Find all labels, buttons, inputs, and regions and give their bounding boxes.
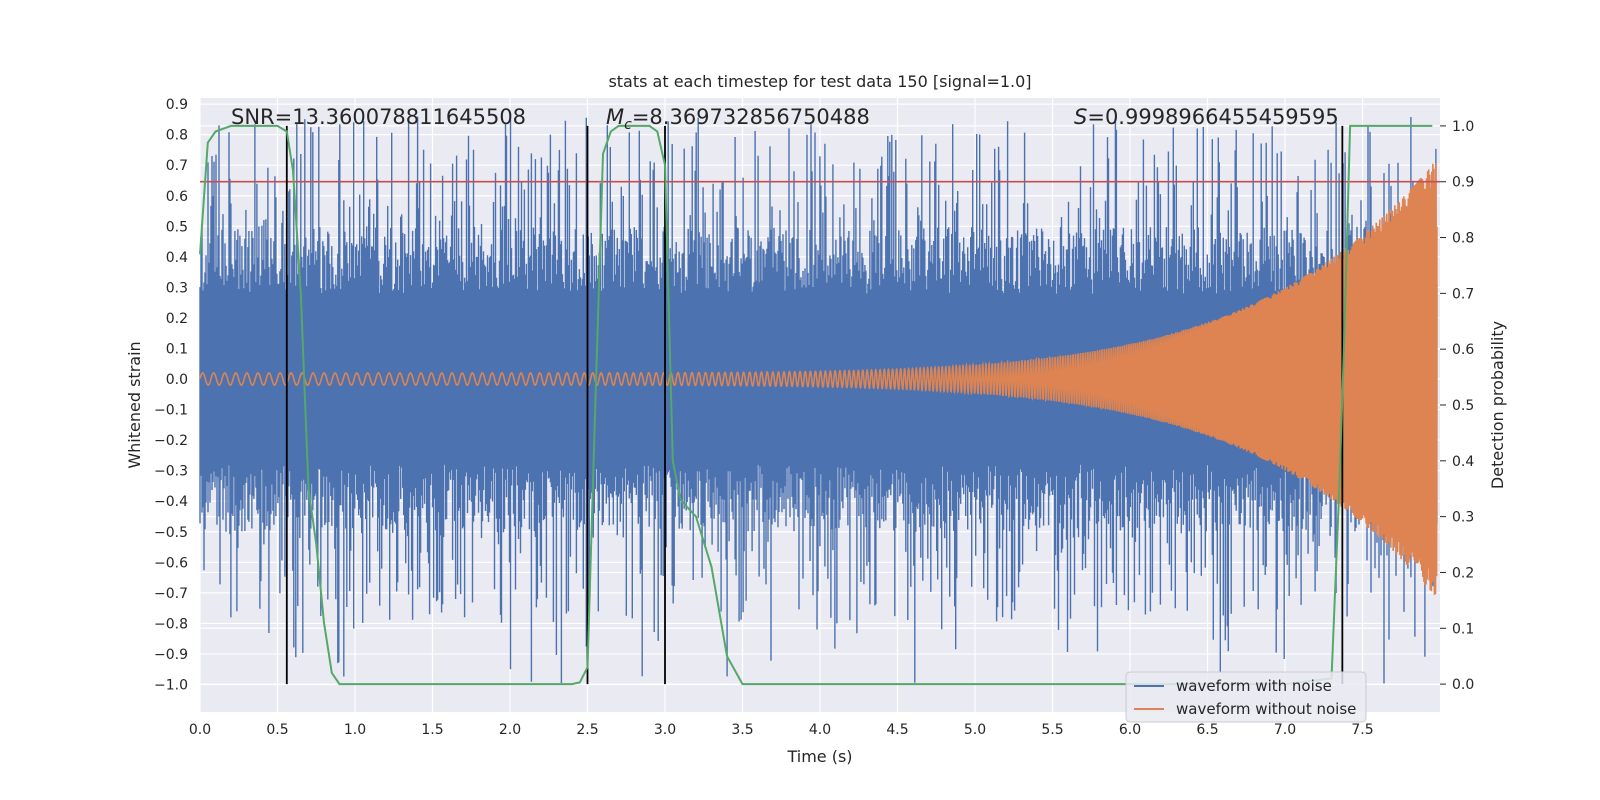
y2-tick-label: 0.9	[1452, 175, 1474, 191]
line-detection-probability	[199, 124, 1433, 686]
x-tick-label: 5.0	[964, 722, 986, 738]
y-tick-label: −0.9	[154, 647, 188, 663]
axis-ticks: 0.0 0.5 1.0 1.5 2.0 2.5 3.0 3.5 4.0 4.5 5.0 5.5 6.0 6…	[154, 97, 1474, 738]
y2-tick-label: 0.7	[1452, 286, 1474, 302]
x-tick-label: 2.5	[576, 722, 598, 738]
y-tick-label: 0.9	[166, 97, 188, 113]
x-tick-label: 4.5	[886, 722, 908, 738]
y2-tick-label: 1.0	[1452, 119, 1474, 135]
x-tick-label: 0.5	[266, 722, 288, 738]
annotation-score-value: =0.9998966455459595	[1087, 105, 1338, 129]
y-tick-label: 0.2	[166, 311, 188, 327]
y2-axis-label: Detection probability	[1488, 321, 1507, 489]
y-tick-label: 0.8	[166, 128, 188, 144]
x-tick-label: 3.5	[731, 722, 753, 738]
y-tick-label: 0.7	[166, 158, 188, 174]
annotation-chirp-mass-subscript: c	[624, 117, 632, 133]
y-tick-label: 0.6	[166, 189, 188, 205]
y-tick-label: −0.4	[154, 494, 188, 510]
legend-label-waveform-with-noise: waveform with noise	[1176, 677, 1332, 695]
y2-tick-label: 0.6	[1452, 342, 1474, 358]
legend-box	[1125, 671, 1367, 723]
series-waveform-without-noise	[199, 162, 1438, 595]
series-detection-probability	[199, 124, 1433, 686]
x-tick-label: 0.0	[189, 722, 211, 738]
x-tick-label: 1.5	[421, 722, 443, 738]
y-tick-label: 0.5	[166, 219, 188, 235]
annotation-snr: SNR=13.360078811645508	[231, 105, 526, 129]
annotation-chirp-mass-symbol: M	[606, 105, 624, 129]
annotation-chirp-mass-value: =8.369732856750488	[632, 105, 870, 129]
y-tick-label: 0.0	[166, 372, 188, 388]
x-tick-label: 4.0	[809, 722, 831, 738]
y-tick-label: 0.4	[166, 250, 188, 266]
chart-title: stats at each timestep for test data 150…	[608, 72, 1031, 91]
y2-tick-label: 0.1	[1452, 621, 1474, 637]
x-tick-label: 7.5	[1351, 722, 1373, 738]
y-tick-label: −0.6	[154, 555, 188, 571]
y-tick-label: −0.3	[154, 464, 188, 480]
y2-tick-label: 0.0	[1452, 677, 1474, 693]
x-tick-label: 6.5	[1196, 722, 1218, 738]
y-tick-label: −1.0	[154, 678, 188, 694]
y-tick-label: 0.3	[166, 280, 188, 296]
annotation-score: S=0.9998966455459595	[1074, 105, 1339, 129]
x-tick-label: 2.0	[499, 722, 521, 738]
x-tick-label: 7.0	[1274, 722, 1296, 738]
y-tick-label: −0.7	[154, 586, 188, 602]
y2-tick-label: 0.8	[1452, 231, 1474, 247]
x-tick-label: 5.5	[1041, 722, 1063, 738]
x-axis-label: Time (s)	[786, 747, 852, 766]
legend: waveform with noise waveform without noi…	[1125, 671, 1367, 723]
y-tick-label: −0.2	[154, 433, 188, 449]
y2-tick-label: 0.5	[1452, 398, 1474, 414]
y-axis-label: Whitened strain	[125, 341, 144, 468]
x-tick-label: 1.0	[344, 722, 366, 738]
x-tick-label: 3.0	[654, 722, 676, 738]
y2-tick-label: 0.4	[1452, 454, 1474, 470]
annotation-chirp-mass: Mc=8.369732856750488	[606, 105, 870, 133]
y2-tick-label: 0.2	[1452, 565, 1474, 581]
annotation-score-symbol: S	[1074, 105, 1087, 129]
y-tick-label: −0.1	[154, 403, 188, 419]
y-tick-label: 0.1	[166, 341, 188, 357]
line-waveform-without-noise	[199, 162, 1438, 595]
x-tick-label: 6.0	[1119, 722, 1141, 738]
y-tick-label: −0.8	[154, 616, 188, 632]
y2-tick-label: 0.3	[1452, 510, 1474, 526]
y-tick-label: −0.5	[154, 525, 188, 541]
legend-label-waveform-without-noise: waveform without noise	[1176, 700, 1356, 718]
vertical-marker-lines	[285, 125, 1344, 685]
